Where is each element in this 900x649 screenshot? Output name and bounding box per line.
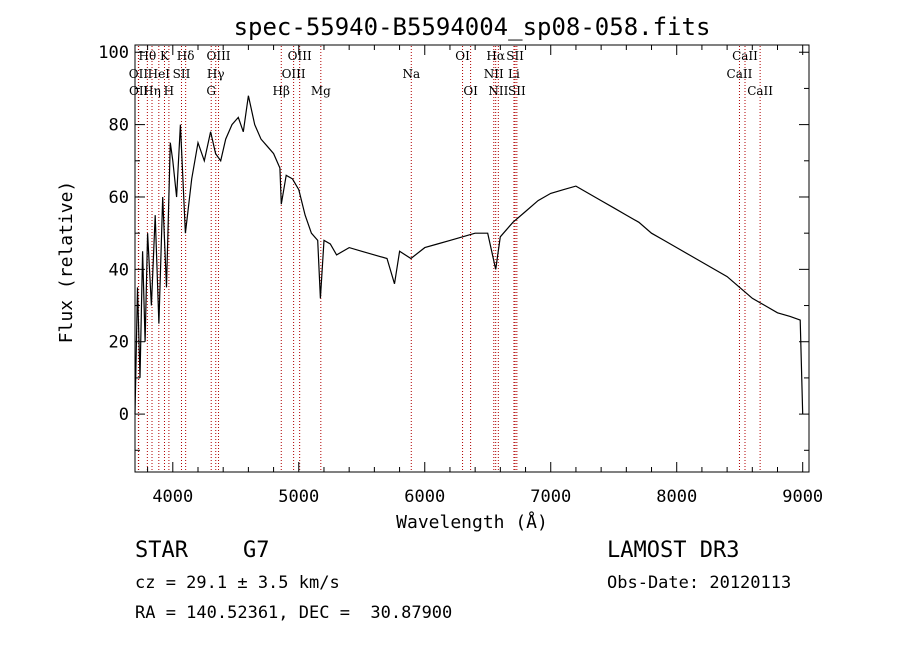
y-tick-label: 100 xyxy=(98,43,129,63)
x-tick-label: 6000 xyxy=(404,487,445,507)
spectral-line-label: OIII xyxy=(288,49,312,63)
spectral-line-label: CaII xyxy=(727,67,753,81)
spectral-line-label: Hθ xyxy=(138,49,156,63)
spectral-line-label: Hα xyxy=(486,49,505,63)
x-tick-label: 4000 xyxy=(152,487,193,507)
y-axis-ticks: 0 20 40 60 80 100 xyxy=(98,43,809,451)
spectral-line-label: OII xyxy=(129,84,149,98)
spectral-line-label: OIII xyxy=(282,67,306,81)
y-tick-label: 80 xyxy=(109,116,129,136)
chart-title: spec-55940-B5594004_sp08-058.fits xyxy=(234,13,711,41)
x-tick-label: 8000 xyxy=(656,487,697,507)
observation-date: Obs-Date: 20120113 xyxy=(607,573,792,593)
spectral-line-label: OII xyxy=(129,67,149,81)
y-tick-label: 40 xyxy=(109,260,129,280)
x-axis-ticks: 4000 5000 6000 7000 8000 9000 xyxy=(147,45,823,507)
spectral-line-label: SII xyxy=(506,49,524,63)
spectral-line-label: NII xyxy=(484,67,504,81)
spectral-line-label: HeI xyxy=(148,67,171,81)
y-tick-label: 0 xyxy=(119,405,129,425)
spectral-line-label: Hδ xyxy=(177,49,195,63)
spectral-line-label: NII xyxy=(488,84,508,98)
spectral-line-markers xyxy=(137,46,761,471)
spectral-line-label: K xyxy=(160,49,170,63)
spectral-line-label: Hγ xyxy=(207,67,225,81)
x-tick-label: 9000 xyxy=(782,487,823,507)
plot-frame xyxy=(134,44,810,473)
y-tick-label: 60 xyxy=(109,188,129,208)
y-tick-label: 20 xyxy=(109,333,129,353)
spectral-line-label: Na xyxy=(402,67,420,81)
survey-name: LAMOST DR3 xyxy=(607,538,740,563)
spectral-line-label: Hβ xyxy=(273,84,290,98)
spectral-line-label: OIII xyxy=(206,49,230,63)
spectral-line-label: OI xyxy=(463,84,478,98)
object-subclass: G7 xyxy=(243,538,270,563)
spectrum-line xyxy=(134,95,804,415)
spectral-line-label: Mg xyxy=(311,84,331,98)
spectral-line-label: SII xyxy=(508,84,526,98)
spectral-line-label: Hη xyxy=(143,84,161,98)
spectral-line-label: CaII xyxy=(747,84,773,98)
redshift-cz: cz = 29.1 ± 3.5 km/s xyxy=(135,573,340,593)
spectral-line-label: G xyxy=(206,84,216,98)
object-class: STAR xyxy=(135,538,188,563)
spectral-line-label: H xyxy=(164,84,174,98)
spectral-line-label: Li xyxy=(508,67,520,81)
sky-coordinates: RA = 140.52361, DEC = 30.87900 xyxy=(135,603,453,623)
x-axis-label: Wavelength (Å) xyxy=(396,511,548,533)
spectral-line-label: SII xyxy=(173,67,191,81)
spectral-line-label: CaII xyxy=(732,49,758,63)
x-tick-label: 7000 xyxy=(530,487,571,507)
y-axis-label: Flux (relative) xyxy=(56,181,77,344)
spectral-line-label: OI xyxy=(455,49,470,63)
x-tick-label: 5000 xyxy=(278,487,319,507)
